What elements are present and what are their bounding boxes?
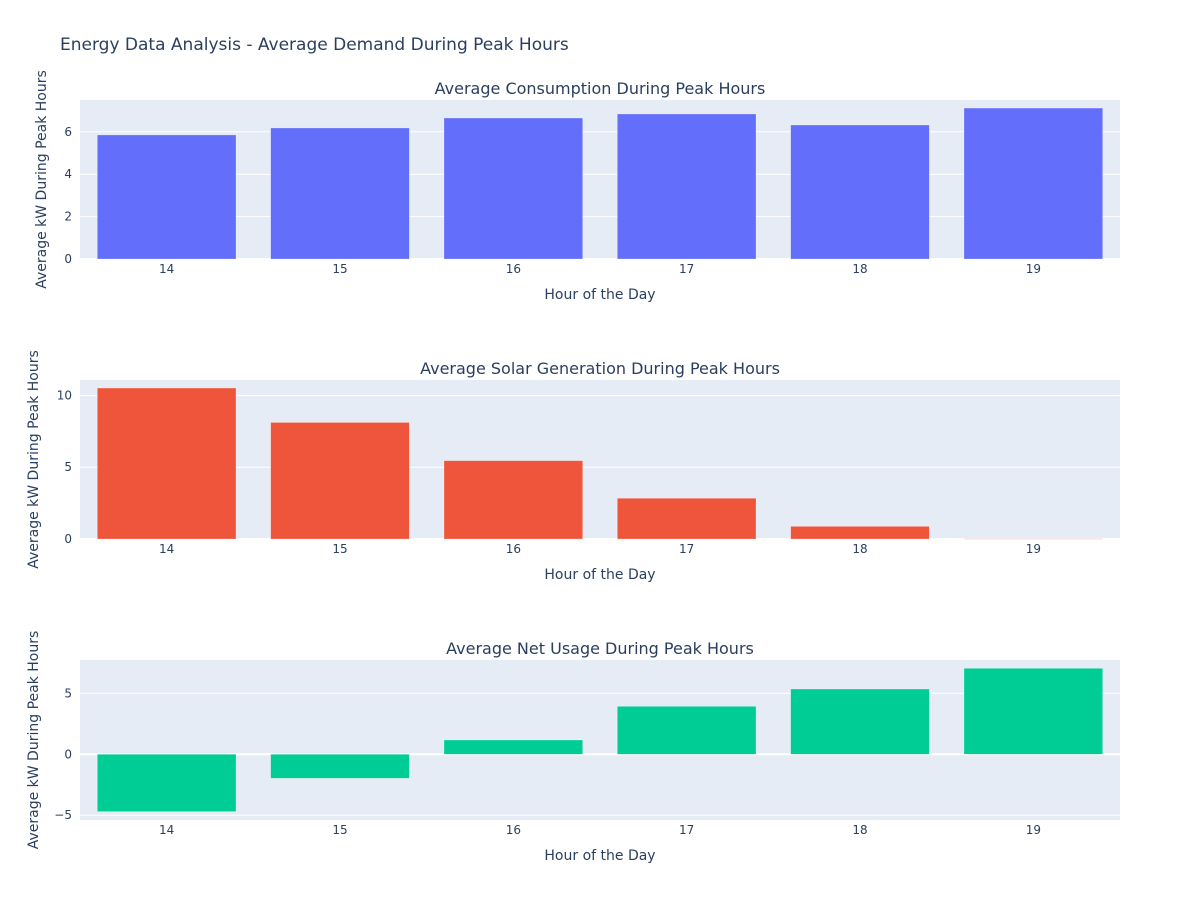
y-tick-label: 0 (64, 532, 72, 546)
bar (963, 668, 1103, 755)
subplot-1: 0 2 4 6 14 15 16 17 18 19 Average Consumption Duri… (34, 70, 1120, 303)
x-tick-label: 18 (852, 823, 867, 837)
x-axis-label: Hour of the Day (544, 848, 655, 864)
y-tick-label: 0 (64, 747, 72, 761)
x-axis-label: Hour of the Day (544, 287, 655, 303)
x-tick-label: 19 (1026, 262, 1041, 276)
y-tick-label: −5 (54, 808, 72, 822)
y-tick-label: 4 (64, 167, 72, 181)
x-tick-label: 16 (506, 542, 521, 556)
bar (790, 124, 930, 260)
figure-title: Energy Data Analysis - Average Demand Du… (60, 35, 569, 55)
x-tick-label: 15 (332, 823, 347, 837)
x-tick-label: 16 (506, 823, 521, 837)
x-tick-label: 19 (1026, 542, 1041, 556)
y-tick-label: 6 (64, 125, 72, 139)
y-axis-label: Average kW During Peak Hours (26, 350, 42, 569)
y-tick-label: 5 (64, 686, 72, 700)
x-tick-label: 14 (159, 542, 174, 556)
x-tick-label: 18 (852, 542, 867, 556)
y-tick-label: 10 (57, 388, 72, 402)
subplot-title: Average Solar Generation During Peak Hou… (420, 359, 780, 378)
bar (963, 107, 1103, 260)
x-tick-label: 15 (332, 542, 347, 556)
bar (790, 526, 930, 540)
bar (270, 422, 410, 540)
bar (443, 739, 583, 755)
subplot-2: 0 5 10 14 15 16 17 18 19 Average Solar Generation… (26, 350, 1120, 583)
x-tick-label: 15 (332, 262, 347, 276)
y-tick-label: 2 (64, 210, 72, 224)
plot-background (80, 100, 1120, 259)
bar (617, 113, 757, 260)
bar (270, 754, 410, 779)
bar (97, 754, 237, 812)
x-tick-label: 17 (679, 823, 694, 837)
bar (97, 387, 237, 540)
y-axis-label: Average kW During Peak Hours (34, 70, 50, 289)
x-tick-label: 17 (679, 262, 694, 276)
bar (443, 460, 583, 540)
subplot-title: Average Consumption During Peak Hours (435, 79, 766, 98)
y-axis-label: Average kW During Peak Hours (26, 631, 42, 850)
bar (790, 688, 930, 755)
x-tick-label: 16 (506, 262, 521, 276)
subplot-title: Average Net Usage During Peak Hours (446, 639, 754, 658)
x-tick-label: 14 (159, 823, 174, 837)
y-tick-label: 0 (64, 252, 72, 266)
x-tick-label: 19 (1026, 823, 1041, 837)
y-tick-label: 5 (64, 460, 72, 474)
subplot-3: −5 0 5 14 15 16 17 18 19 Average Net Usage During… (26, 631, 1120, 864)
plot-background (80, 380, 1120, 539)
x-axis-label: Hour of the Day (544, 567, 655, 583)
x-tick-label: 18 (852, 262, 867, 276)
x-tick-label: 17 (679, 542, 694, 556)
bar (97, 134, 237, 260)
bar (443, 117, 583, 260)
bar (617, 706, 757, 755)
x-tick-label: 14 (159, 262, 174, 276)
bar (963, 538, 1103, 540)
plot-background (80, 660, 1120, 820)
bar (617, 497, 757, 540)
bar (270, 127, 410, 260)
